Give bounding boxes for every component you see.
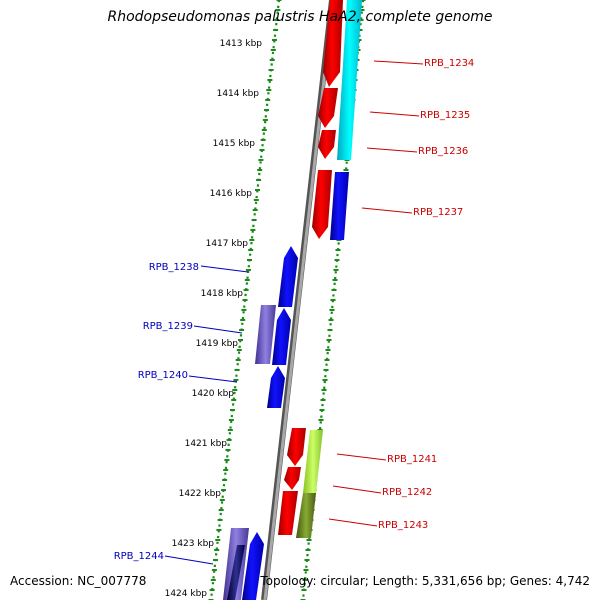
purple-feature-1239 [255, 305, 276, 364]
kbp-label-1418: 1418 kbp [201, 289, 244, 299]
leader-line-rpb-1242 [332, 485, 382, 494]
leader-line-rpb-1238 [200, 265, 249, 273]
kbp-label-1420: 1420 kbp [192, 389, 235, 399]
kbp-label-1422: 1422 kbp [179, 489, 222, 499]
gene-label-rpb-1240[interactable]: RPB_1240 [138, 370, 188, 381]
gene-label-rpb-1242[interactable]: RPB_1242 [382, 487, 432, 498]
lime-feature-1241-1242 [303, 430, 323, 493]
gene-arrow-rpb-1243 [278, 491, 298, 535]
gene-arrow-rpb-1234 [323, 0, 343, 87]
gene-label-rpb-1239[interactable]: RPB_1239 [143, 321, 193, 332]
gene-arrow-rpb-1237-companion [330, 172, 349, 240]
gene-label-rpb-1237[interactable]: RPB_1237 [413, 207, 463, 218]
gene-arrow-rpb-1237 [312, 170, 332, 239]
olive-feature-1243 [296, 493, 316, 538]
kbp-label-1424: 1424 kbp [165, 589, 208, 599]
gene-arrow-rpb-1236 [318, 130, 336, 159]
gene-label-rpb-1235[interactable]: RPB_1235 [420, 110, 470, 121]
kbp-label-1416: 1416 kbp [210, 189, 253, 199]
leader-line-rpb-1239 [193, 325, 243, 334]
kbp-label-1417: 1417 kbp [206, 239, 249, 249]
genome-backbone-highlight [263, 0, 335, 600]
leader-line-rpb-1241 [336, 453, 387, 461]
gene-label-rpb-1236[interactable]: RPB_1236 [418, 146, 468, 157]
kbp-label-1423: 1423 kbp [172, 539, 215, 549]
gene-arrow-rpb-1242 [284, 467, 301, 490]
leader-line-rpb-1237 [361, 207, 413, 214]
cyan-feature-1234-1236 [337, 0, 362, 160]
kbp-label-1414: 1414 kbp [217, 89, 260, 99]
gene-label-rpb-1244[interactable]: RPB_1244 [114, 551, 164, 562]
gene-arrow-rpb-1238 [278, 246, 298, 307]
leader-line-rpb-1243 [328, 518, 378, 527]
leader-line-rpb-1234 [373, 60, 424, 65]
kbp-label-1421: 1421 kbp [185, 439, 228, 449]
leader-line-rpb-1240 [188, 375, 238, 383]
leader-line-rpb-1244 [164, 555, 214, 565]
genome-title: Rhodopseudomonas palustris HaA2, complet… [107, 9, 493, 25]
gene-label-rpb-1238[interactable]: RPB_1238 [149, 262, 199, 273]
kbp-label-1415: 1415 kbp [213, 139, 256, 149]
gene-label-rpb-1234[interactable]: RPB_1234 [424, 58, 474, 69]
navy-feature-1244 [227, 545, 245, 600]
topology-summary: Topology: circular; Length: 5,331,656 bp… [260, 574, 590, 588]
gene-arrow-rpb-1241 [287, 428, 306, 466]
gene-arrow-rpb-1240 [267, 366, 285, 408]
gene-label-rpb-1243[interactable]: RPB_1243 [378, 520, 428, 531]
accession-text: Accession: NC_007778 [10, 574, 147, 588]
gene-label-rpb-1241[interactable]: RPB_1241 [387, 454, 437, 465]
gene-arrow-rpb-1244 [242, 532, 264, 600]
kbp-label-1419: 1419 kbp [196, 339, 239, 349]
leader-line-rpb-1235 [369, 111, 420, 117]
gene-arrow-rpb-1235 [318, 88, 338, 128]
kbp-label-1413: 1413 kbp [220, 39, 263, 49]
leader-line-rpb-1236 [366, 147, 418, 153]
gene-arrow-rpb-1239 [272, 308, 291, 365]
